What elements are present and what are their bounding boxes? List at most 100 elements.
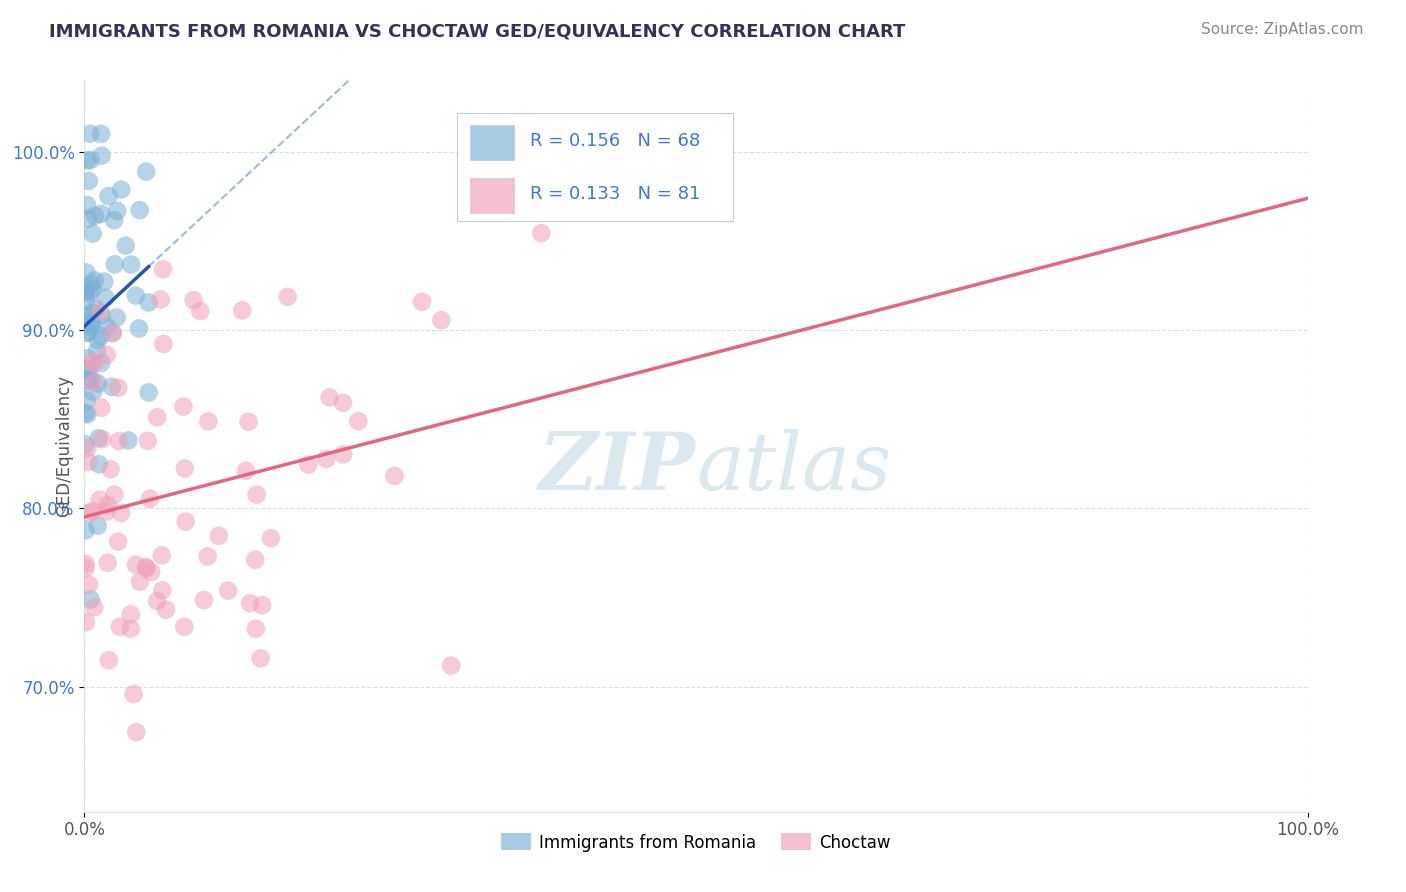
Point xyxy=(90,309,112,323)
Y-axis label: GED/Equivalency: GED/Equivalency xyxy=(55,375,73,517)
Point xyxy=(77,455,100,469)
Point xyxy=(139,491,162,506)
Point xyxy=(76,351,98,366)
Point xyxy=(155,602,177,616)
Point xyxy=(245,553,267,567)
Point xyxy=(82,355,104,369)
Point xyxy=(79,285,101,299)
Point xyxy=(174,515,197,529)
Point xyxy=(146,594,169,608)
Point xyxy=(114,238,136,252)
Point xyxy=(235,464,257,478)
Point xyxy=(110,182,132,196)
Point xyxy=(97,498,120,512)
Point xyxy=(77,174,100,188)
Point xyxy=(136,434,159,448)
Point xyxy=(384,469,406,483)
Point xyxy=(183,293,205,308)
Point xyxy=(87,376,110,391)
Text: Source: ZipAtlas.com: Source: ZipAtlas.com xyxy=(1201,22,1364,37)
Point xyxy=(82,227,104,241)
Point xyxy=(430,313,453,327)
Point xyxy=(530,226,553,240)
Point xyxy=(107,534,129,549)
Point xyxy=(76,153,98,168)
Point xyxy=(260,531,283,545)
Point xyxy=(84,209,107,223)
Point xyxy=(76,408,98,422)
Point xyxy=(97,653,120,667)
Point xyxy=(96,348,118,362)
Point xyxy=(80,592,103,607)
Point xyxy=(197,549,219,564)
Point xyxy=(347,414,370,428)
Point xyxy=(193,593,215,607)
Text: ZIP: ZIP xyxy=(538,429,696,507)
Point xyxy=(120,607,142,622)
Point xyxy=(128,574,150,589)
Text: R = 0.133   N = 81: R = 0.133 N = 81 xyxy=(530,185,700,202)
Point xyxy=(80,314,103,328)
Point xyxy=(90,207,112,221)
Point xyxy=(75,437,97,451)
Point xyxy=(150,549,173,563)
Point xyxy=(96,319,118,334)
Point xyxy=(138,295,160,310)
Point xyxy=(197,415,219,429)
Point xyxy=(245,622,267,636)
Point xyxy=(105,203,128,218)
Point xyxy=(139,565,162,579)
Point xyxy=(125,725,148,739)
Point xyxy=(97,189,120,203)
Point xyxy=(83,273,105,287)
Point xyxy=(90,304,112,318)
Point xyxy=(120,258,142,272)
Point xyxy=(146,410,169,425)
Point xyxy=(135,164,157,178)
Point xyxy=(87,334,110,348)
Point xyxy=(87,431,110,445)
Point xyxy=(77,506,100,520)
Point xyxy=(103,487,125,501)
FancyBboxPatch shape xyxy=(470,126,513,160)
Point xyxy=(75,406,97,420)
Point xyxy=(94,291,117,305)
Point xyxy=(77,362,100,376)
Point xyxy=(75,283,97,297)
FancyBboxPatch shape xyxy=(457,113,733,221)
Point xyxy=(122,687,145,701)
Point xyxy=(101,326,124,340)
Point xyxy=(239,596,262,610)
Point xyxy=(76,393,98,408)
Point xyxy=(297,458,319,472)
Point xyxy=(104,257,127,271)
Point xyxy=(138,385,160,400)
Point xyxy=(108,620,131,634)
Text: R = 0.156   N = 68: R = 0.156 N = 68 xyxy=(530,132,700,150)
Point xyxy=(125,288,148,302)
Point xyxy=(135,560,157,574)
Point xyxy=(152,337,174,351)
Point xyxy=(120,622,142,636)
Point xyxy=(231,303,253,318)
Point xyxy=(80,371,103,385)
Point xyxy=(80,318,103,332)
Point xyxy=(75,293,97,307)
Point xyxy=(79,127,101,141)
Point xyxy=(82,384,104,399)
Point xyxy=(217,583,239,598)
Point xyxy=(128,321,150,335)
Point xyxy=(108,434,131,448)
Point xyxy=(90,328,112,343)
Point xyxy=(89,492,111,507)
Point xyxy=(149,293,172,307)
Point xyxy=(332,396,354,410)
Point xyxy=(75,615,97,629)
Point xyxy=(82,306,104,320)
Point xyxy=(82,504,104,518)
Point xyxy=(75,524,97,538)
Point xyxy=(440,658,463,673)
Point xyxy=(411,294,433,309)
Point xyxy=(249,651,271,665)
Point xyxy=(86,519,108,533)
